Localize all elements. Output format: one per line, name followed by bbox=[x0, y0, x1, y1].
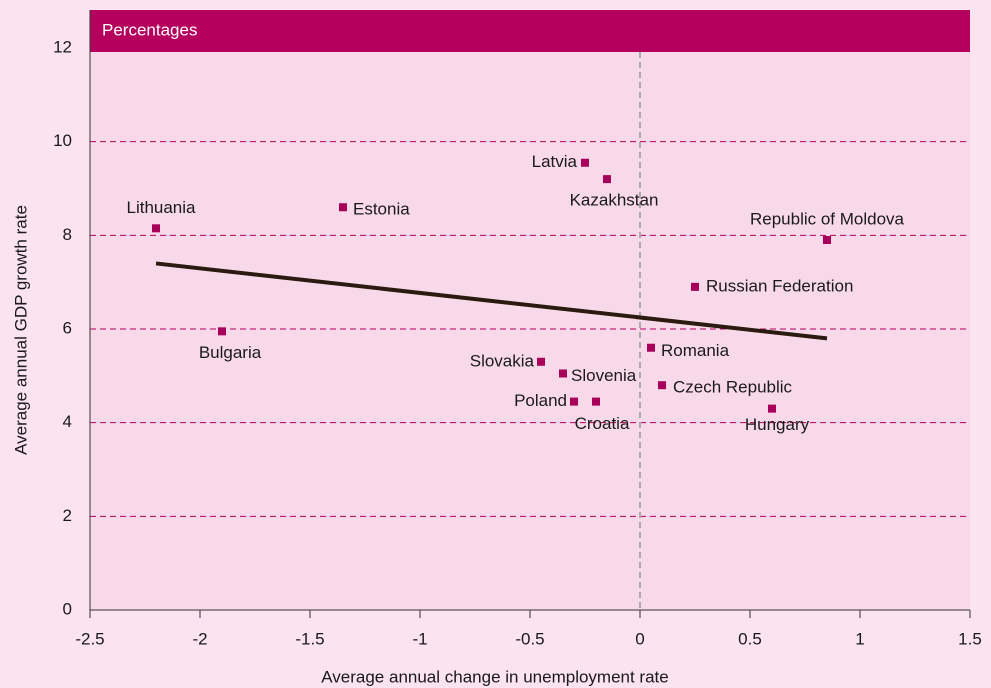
y-axis-title: Average annual GDP growth rate bbox=[11, 205, 30, 455]
point-label: Slovakia bbox=[470, 351, 535, 370]
point-label: Poland bbox=[514, 391, 567, 410]
y-tick-label: 12 bbox=[53, 37, 72, 56]
point bbox=[592, 397, 600, 406]
point bbox=[152, 224, 160, 233]
y-tick-label: 2 bbox=[63, 506, 72, 525]
x-tick-label: -2.5 bbox=[75, 629, 104, 648]
point bbox=[339, 203, 347, 212]
point bbox=[823, 236, 831, 245]
x-axis-title: Average annual change in unemployment ra… bbox=[321, 667, 668, 686]
point bbox=[768, 404, 776, 413]
x-tick-label: -1 bbox=[412, 629, 427, 648]
point-label: Bulgaria bbox=[199, 343, 262, 362]
y-tick-label: 10 bbox=[53, 131, 72, 150]
point bbox=[691, 282, 699, 291]
point bbox=[658, 381, 666, 390]
point bbox=[603, 175, 611, 184]
x-tick-label: 1.5 bbox=[958, 629, 982, 648]
point-label: Latvia bbox=[532, 152, 578, 171]
header-bar bbox=[90, 10, 970, 52]
point-label: Republic of Moldova bbox=[750, 210, 905, 229]
trend-line bbox=[155, 261, 828, 341]
point-label: Estonia bbox=[353, 200, 410, 219]
x-tick-label: 0.5 bbox=[738, 629, 762, 648]
x-tick-label: 1 bbox=[855, 629, 864, 648]
y-tick-label: 4 bbox=[63, 412, 72, 431]
y-tick-label: 8 bbox=[63, 225, 72, 244]
point bbox=[218, 327, 226, 336]
y-tick-label: 6 bbox=[63, 318, 72, 337]
point-label: Lithuania bbox=[126, 198, 196, 217]
subtitle: Percentages bbox=[102, 20, 197, 39]
point bbox=[559, 369, 567, 378]
point-label: Hungary bbox=[745, 415, 810, 434]
point-label: Croatia bbox=[575, 414, 630, 433]
y-tick-label: 0 bbox=[63, 599, 72, 618]
point-label: Czech Republic bbox=[673, 378, 793, 397]
x-tick-label: -2 bbox=[192, 629, 207, 648]
point bbox=[581, 158, 589, 167]
point-label: Slovenia bbox=[571, 366, 637, 385]
x-tick-label: -0.5 bbox=[515, 629, 544, 648]
point bbox=[537, 357, 545, 366]
x-tick-label: -1.5 bbox=[295, 629, 324, 648]
point-label: Romania bbox=[661, 341, 730, 360]
point bbox=[647, 343, 655, 352]
plot-area bbox=[90, 10, 970, 610]
x-tick-label: 0 bbox=[635, 629, 644, 648]
point-label: Russian Federation bbox=[706, 276, 853, 295]
point-label: Kazakhstan bbox=[570, 191, 659, 210]
point bbox=[570, 397, 578, 406]
